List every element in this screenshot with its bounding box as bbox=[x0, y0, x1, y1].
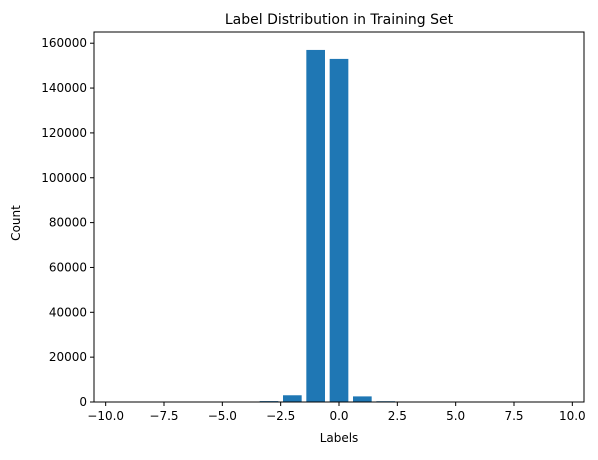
x-tick-label: −5.0 bbox=[208, 409, 237, 423]
x-tick-label: −2.5 bbox=[266, 409, 295, 423]
x-tick-label: 2.5 bbox=[388, 409, 407, 423]
y-tick-label: 0 bbox=[79, 395, 87, 409]
bar-label--2 bbox=[283, 395, 302, 402]
x-tick-label: 0.0 bbox=[329, 409, 348, 423]
x-axis-label: Labels bbox=[320, 431, 359, 445]
y-tick-label: 60000 bbox=[49, 260, 87, 274]
y-axis-label: Count bbox=[9, 205, 23, 241]
y-tick-label: 100000 bbox=[41, 171, 87, 185]
y-tick-label: 40000 bbox=[49, 305, 87, 319]
y-tick-label: 80000 bbox=[49, 216, 87, 230]
x-tick-label: 7.5 bbox=[504, 409, 523, 423]
y-tick-label: 140000 bbox=[41, 81, 87, 95]
y-tick-label: 160000 bbox=[41, 36, 87, 50]
x-tick-label: 5.0 bbox=[446, 409, 465, 423]
bar-label-1 bbox=[353, 396, 372, 402]
bar-label--1 bbox=[306, 50, 325, 402]
x-tick-label: 10.0 bbox=[559, 409, 586, 423]
y-tick-label: 20000 bbox=[49, 350, 87, 364]
x-tick-label: −7.5 bbox=[149, 409, 178, 423]
y-tick-label: 120000 bbox=[41, 126, 87, 140]
x-tick-label: −10.0 bbox=[87, 409, 124, 423]
bar-label-0 bbox=[330, 59, 349, 402]
y-axis: 0 20000 40000 60000 80000 100000 120000 140000 1… bbox=[41, 36, 94, 409]
chart-title: Label Distribution in Training Set bbox=[225, 12, 454, 28]
